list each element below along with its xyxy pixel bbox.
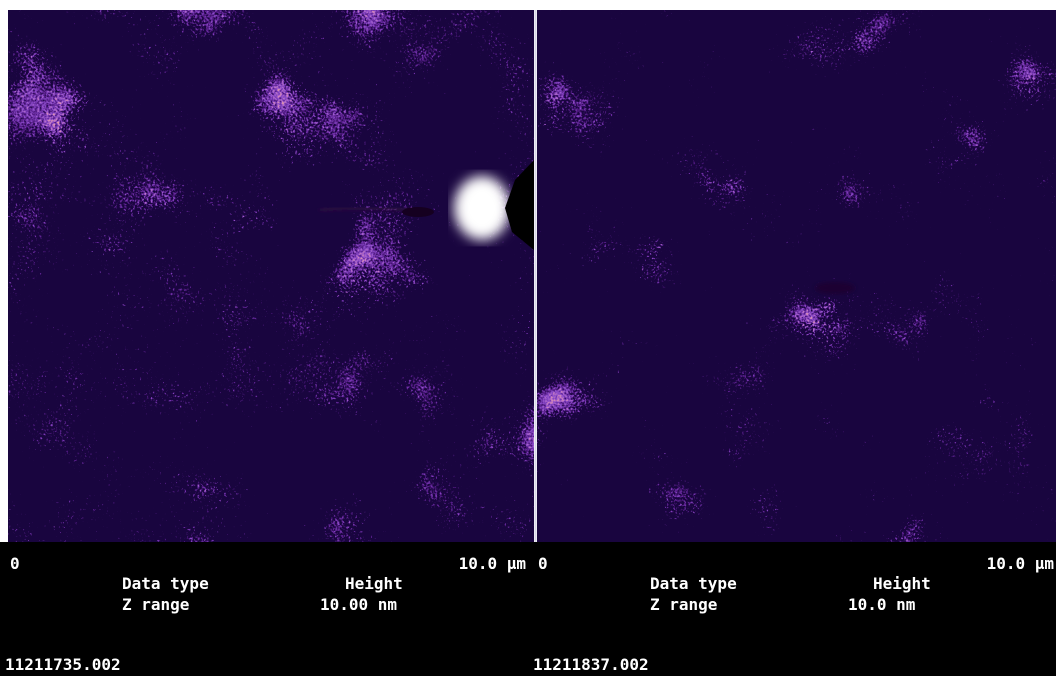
afm-screenshot: 0 10.0 µm Data type Height Z range 10.00 nm 11… xyxy=(0,0,1056,676)
data-type-label: Data type xyxy=(122,574,209,593)
data-type: Height xyxy=(345,574,403,593)
scale-end: 10.0 µm xyxy=(987,554,1055,573)
z-range-label: Z range xyxy=(122,595,189,614)
z-range-label: Z range xyxy=(650,595,717,614)
scale-start: 0 xyxy=(10,554,20,573)
data-type-label: Data type xyxy=(650,574,737,593)
z-range: 10.00 nm xyxy=(320,595,397,614)
data-type: Height xyxy=(873,574,931,593)
scale-end: 10.0 µm xyxy=(459,554,527,573)
file-name: 11211837.002 xyxy=(533,655,649,674)
scale-start: 0 xyxy=(538,554,548,573)
afm-image-right xyxy=(537,10,1056,542)
file-name: 11211735.002 xyxy=(5,655,121,674)
z-range: 10.0 nm xyxy=(848,595,916,614)
afm-image-left xyxy=(8,10,534,542)
